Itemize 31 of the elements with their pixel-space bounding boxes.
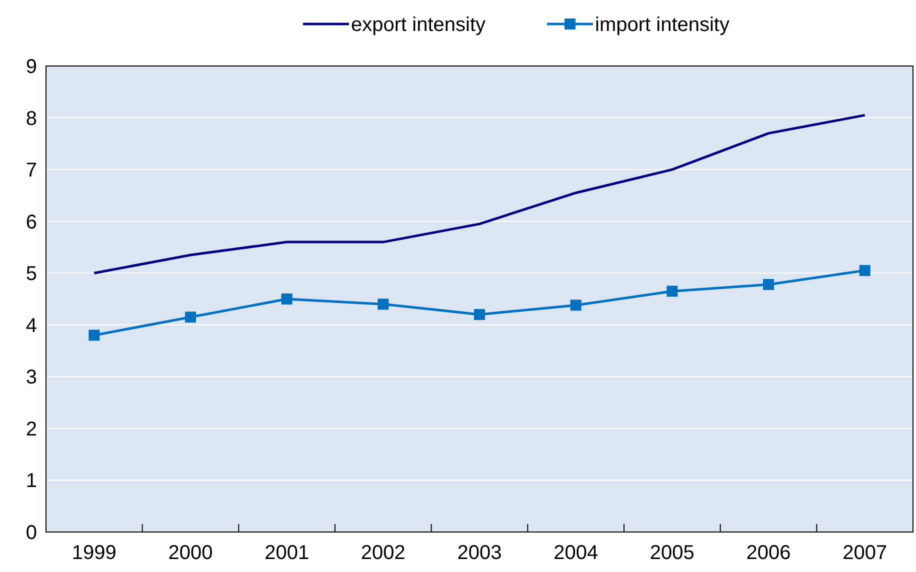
- y-tick-label: 8: [26, 108, 37, 130]
- line-series: [92, 114, 866, 274]
- y-tick-label: 0: [26, 522, 37, 544]
- point: [88, 330, 100, 341]
- point: [378, 298, 389, 310]
- x-tick-label: 1999: [72, 542, 116, 564]
- x-tick-label: 2004: [554, 542, 598, 564]
- y-tick-label: 7: [26, 160, 37, 182]
- x-tick-label: 2005: [650, 542, 694, 564]
- x-tick-label: 2000: [168, 542, 213, 564]
- legend-label: export intensity: [351, 14, 486, 36]
- x-tick-label: 2001: [264, 542, 310, 564]
- point: [859, 265, 870, 276]
- x-tick-label: 2006: [746, 542, 791, 564]
- x-tick-label: 2007: [842, 542, 888, 564]
- point: [281, 294, 292, 304]
- y-tick-label: 3: [26, 366, 37, 389]
- x-tick-label: 2002: [360, 542, 406, 564]
- y-tick-label: 9: [26, 56, 37, 78]
- y-tick-label: 2: [26, 418, 37, 440]
- point: [763, 279, 774, 290]
- y-tick-label: 4: [26, 314, 37, 337]
- point: [185, 312, 196, 323]
- point: [474, 309, 485, 320]
- legend-label: import intensity: [595, 14, 730, 36]
- y-tick-label: 5: [26, 263, 37, 286]
- y-tick-label: 1: [26, 470, 37, 492]
- y-tick-label: 6: [26, 211, 37, 234]
- x-tick-label: 2003: [457, 542, 502, 564]
- point: [666, 286, 678, 297]
- point: [570, 300, 582, 311]
